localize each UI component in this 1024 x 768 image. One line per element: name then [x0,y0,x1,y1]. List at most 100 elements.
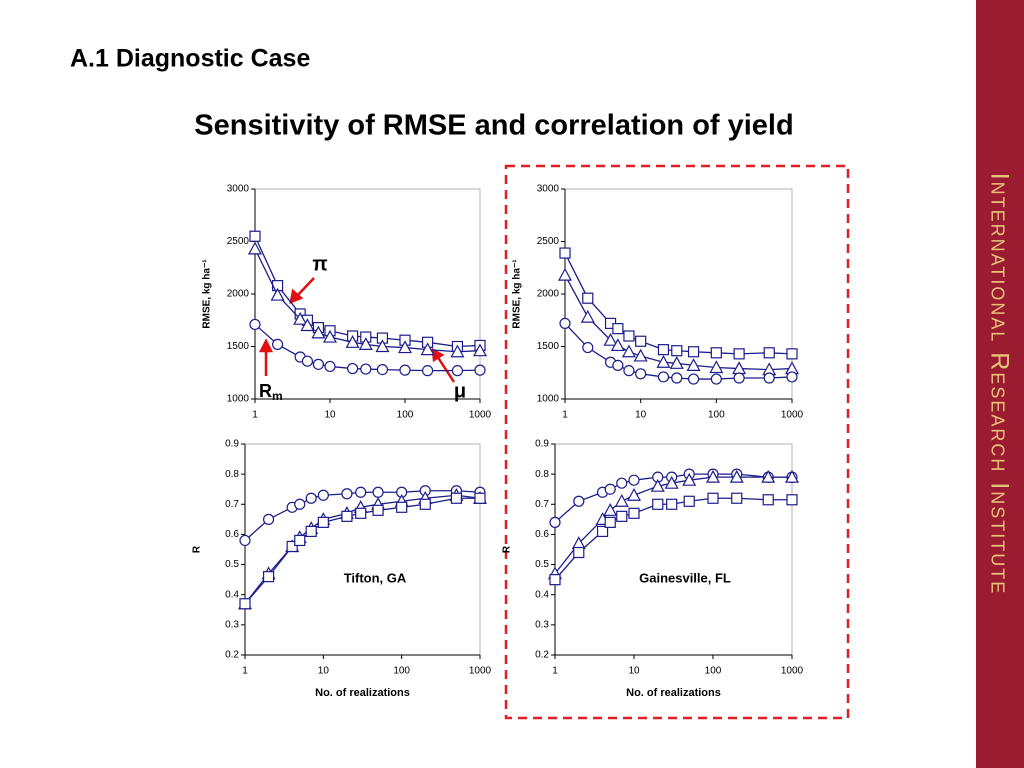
x-tick-label: 100 [393,666,410,677]
marker [420,342,435,356]
x-tick-label: 100 [708,410,725,421]
marker [262,571,275,583]
y-tick-label: 0.7 [535,499,549,510]
marker [239,598,251,610]
marker [786,494,798,506]
annotation-main: R [259,381,272,401]
marker [355,486,367,498]
arrow-head [289,288,304,304]
y-tick-label: 0.9 [535,439,549,450]
marker [341,488,353,500]
marker [709,360,724,374]
marker [294,498,306,510]
marker [317,489,329,501]
marker [419,498,431,510]
marker [305,492,317,504]
annotation: Rm [259,381,283,403]
marker [603,503,618,516]
marker [322,329,338,343]
marker [705,469,721,483]
y-tick-label: 0.2 [535,650,549,661]
x-tick-label: 10 [635,410,647,421]
marker [603,332,618,346]
marker [341,510,353,522]
y-axis-label: RMSE, kg ha⁻¹ [202,259,213,329]
y-tick-label: 0.2 [225,650,239,661]
y-tick-label: 0.6 [225,529,239,540]
marker [687,346,700,358]
plot-frame [244,443,481,656]
y-tick-label: 2500 [227,236,250,247]
marker [650,478,665,492]
arrow [435,355,456,383]
marker [372,504,384,516]
y-axis-label: R [192,545,203,553]
marker [376,364,389,376]
marker [628,474,640,486]
annotation: Gainesville, FL [639,570,731,585]
marker [786,371,798,383]
marker [621,344,636,358]
marker [616,510,628,522]
marker [633,348,648,362]
marker [247,241,263,255]
marker [682,472,697,486]
y-tick-label: 2000 [537,289,560,300]
marker [729,469,744,483]
y-axis-label: RMSE, kg ha⁻¹ [512,259,523,329]
annotation: Tifton, GA [344,570,407,585]
marker [582,341,594,354]
marker [656,354,671,368]
marker [474,492,486,504]
marker [396,501,408,513]
marker [761,469,776,483]
x-tick-label: 100 [397,410,414,421]
y-tick-label: 0.3 [535,619,549,630]
x-tick-label: 10 [324,410,336,421]
arrows [258,277,456,383]
y-tick-label: 0.7 [225,499,239,510]
marker [262,513,275,525]
marker [664,475,679,489]
marker [549,574,561,586]
marker [786,348,798,360]
marker [317,516,329,528]
series-line [554,476,792,575]
x-tick-label: 1 [242,666,248,677]
marker [707,492,719,504]
marker [249,230,261,242]
marker [628,507,640,519]
marker [687,373,700,385]
marker [557,267,573,281]
marker [421,365,434,377]
marker [300,318,315,332]
x-tick-label: 100 [705,666,722,677]
marker [762,494,774,506]
marker [293,311,308,325]
marker [710,373,722,385]
marker [450,492,463,504]
series-line [564,252,793,355]
marker [733,372,745,384]
arrow-head [258,338,274,353]
y-tick-label: 3000 [537,184,560,195]
x-tick-label: 1000 [469,666,492,677]
y-tick-label: 0.8 [225,469,239,480]
y-tick-label: 0.4 [535,589,549,600]
marker [763,347,775,359]
marker [559,317,571,329]
marker [635,335,647,347]
marker [311,325,326,339]
sidebar-text: International Research Institute [985,173,1013,596]
x-tick-label: 10 [318,666,330,677]
marker [397,340,413,354]
marker [474,364,486,376]
marker [614,494,629,507]
marker [312,358,324,370]
marker [623,330,635,342]
marker [626,487,642,501]
marker [286,540,298,553]
marker [270,287,285,301]
marker [623,365,635,377]
